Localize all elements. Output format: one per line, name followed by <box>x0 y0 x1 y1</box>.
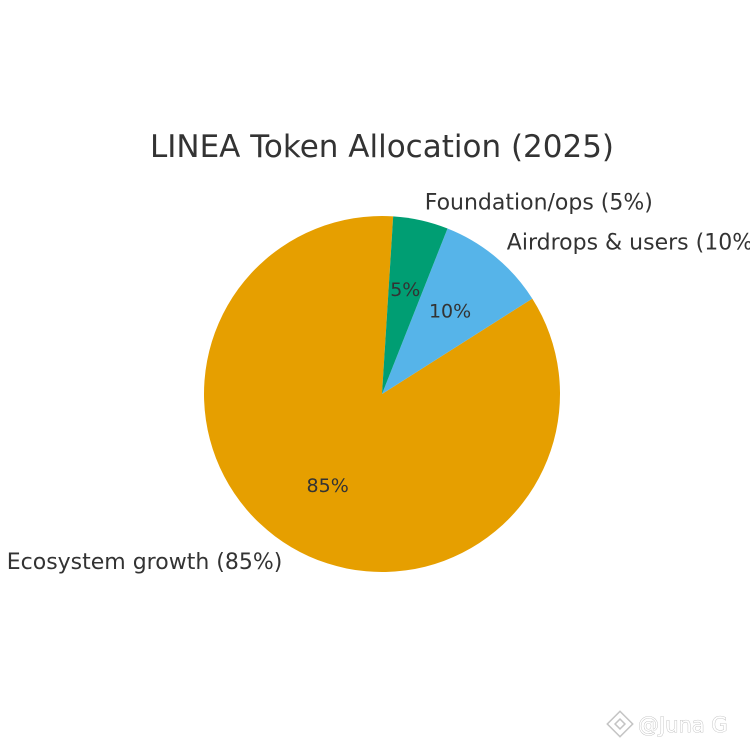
percent-label: 10% <box>429 301 471 323</box>
slice-label: Airdrops & users (10%) <box>507 231 750 256</box>
watermark-text: @Juna G <box>638 713 728 737</box>
slice-label: Foundation/ops (5%) <box>425 190 653 215</box>
percent-labels: 85% 10% 5% <box>307 279 472 497</box>
chart-title: LINEA Token Allocation (2025) <box>150 129 614 165</box>
slice-label: Ecosystem growth (85%) <box>7 550 283 575</box>
slice-labels: Ecosystem growth (85%) Airdrops & users (… <box>7 190 750 575</box>
watermark: @Juna G <box>606 710 728 738</box>
binance-logo-icon <box>606 710 634 738</box>
pie-slices <box>203 216 561 573</box>
percent-label: 5% <box>390 279 420 301</box>
percent-label: 85% <box>307 475 349 497</box>
pie-slice-airdrops-users <box>382 228 533 394</box>
pie-slice-foundation-ops <box>382 216 448 394</box>
